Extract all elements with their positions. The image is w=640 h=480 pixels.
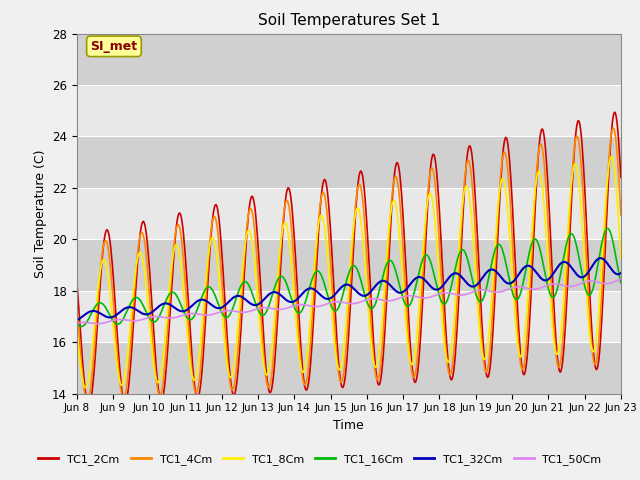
Bar xyxy=(77,85,621,136)
TC1_4Cm xyxy=(73,302,81,308)
TC1_32Cm xyxy=(596,255,604,261)
TC1_50Cm xyxy=(195,312,202,317)
TC1_4Cm xyxy=(195,382,202,388)
TC1_32Cm xyxy=(223,301,230,307)
TC1_32Cm xyxy=(139,311,147,316)
Bar xyxy=(77,240,621,291)
TC1_16Cm xyxy=(431,278,439,284)
TC1_32Cm xyxy=(431,287,438,292)
TC1_16Cm xyxy=(195,303,202,309)
TC1_16Cm xyxy=(604,226,611,231)
TC1_4Cm xyxy=(83,397,90,403)
TC1_8Cm xyxy=(81,385,89,391)
TC1_8Cm xyxy=(84,382,92,387)
Legend: TC1_2Cm, TC1_4Cm, TC1_8Cm, TC1_16Cm, TC1_32Cm, TC1_50Cm: TC1_2Cm, TC1_4Cm, TC1_8Cm, TC1_16Cm, TC1… xyxy=(34,450,606,469)
Line: TC1_2Cm: TC1_2Cm xyxy=(77,112,621,406)
TC1_50Cm xyxy=(140,316,147,322)
TC1_4Cm xyxy=(431,184,439,190)
Text: SI_met: SI_met xyxy=(90,40,138,53)
TC1_4Cm xyxy=(416,326,424,332)
Line: TC1_50Cm: TC1_50Cm xyxy=(77,279,621,324)
TC1_50Cm xyxy=(73,321,81,326)
TC1_50Cm xyxy=(617,276,625,282)
TC1_8Cm xyxy=(608,154,616,159)
TC1_8Cm xyxy=(431,224,439,230)
TC1_16Cm xyxy=(617,280,625,286)
TC1_50Cm xyxy=(431,292,439,298)
TC1_4Cm xyxy=(223,356,231,362)
TC1_8Cm xyxy=(195,359,202,364)
TC1_4Cm xyxy=(84,397,92,403)
TC1_2Cm xyxy=(140,218,147,224)
Y-axis label: Soil Temperature (C): Soil Temperature (C) xyxy=(33,149,47,278)
TC1_4Cm xyxy=(609,125,617,131)
TC1_4Cm xyxy=(140,233,147,239)
TC1_50Cm xyxy=(416,295,424,300)
TC1_2Cm xyxy=(223,338,231,344)
TC1_8Cm xyxy=(416,298,424,303)
TC1_2Cm xyxy=(416,348,424,354)
TC1_8Cm xyxy=(73,328,81,334)
TC1_2Cm xyxy=(83,397,90,403)
TC1_2Cm xyxy=(195,394,202,399)
Bar xyxy=(77,34,621,85)
Line: TC1_16Cm: TC1_16Cm xyxy=(77,228,621,326)
X-axis label: Time: Time xyxy=(333,419,364,432)
Line: TC1_32Cm: TC1_32Cm xyxy=(77,258,621,320)
Bar xyxy=(77,188,621,240)
TC1_32Cm xyxy=(73,317,81,323)
TC1_2Cm xyxy=(617,175,625,180)
TC1_2Cm xyxy=(73,278,81,284)
TC1_8Cm xyxy=(617,255,625,261)
TC1_50Cm xyxy=(223,308,231,313)
TC1_2Cm xyxy=(611,109,619,115)
TC1_16Cm xyxy=(84,318,92,324)
Bar xyxy=(77,342,621,394)
Bar xyxy=(77,136,621,188)
TC1_16Cm xyxy=(416,267,424,273)
TC1_2Cm xyxy=(85,403,93,408)
TC1_32Cm xyxy=(617,270,625,276)
Line: TC1_4Cm: TC1_4Cm xyxy=(77,128,621,400)
TC1_16Cm xyxy=(223,314,231,320)
TC1_16Cm xyxy=(77,324,85,329)
Bar xyxy=(77,291,621,342)
TC1_8Cm xyxy=(223,364,231,370)
TC1_50Cm xyxy=(83,320,90,325)
TC1_8Cm xyxy=(140,260,147,266)
TC1_2Cm xyxy=(431,158,439,164)
Title: Soil Temperatures Set 1: Soil Temperatures Set 1 xyxy=(258,13,440,28)
TC1_50Cm xyxy=(93,321,101,326)
TC1_32Cm xyxy=(83,311,90,316)
TC1_16Cm xyxy=(73,321,81,326)
Line: TC1_8Cm: TC1_8Cm xyxy=(77,156,621,388)
TC1_32Cm xyxy=(194,298,202,304)
TC1_16Cm xyxy=(140,303,147,309)
TC1_32Cm xyxy=(415,274,422,280)
TC1_4Cm xyxy=(617,212,625,218)
